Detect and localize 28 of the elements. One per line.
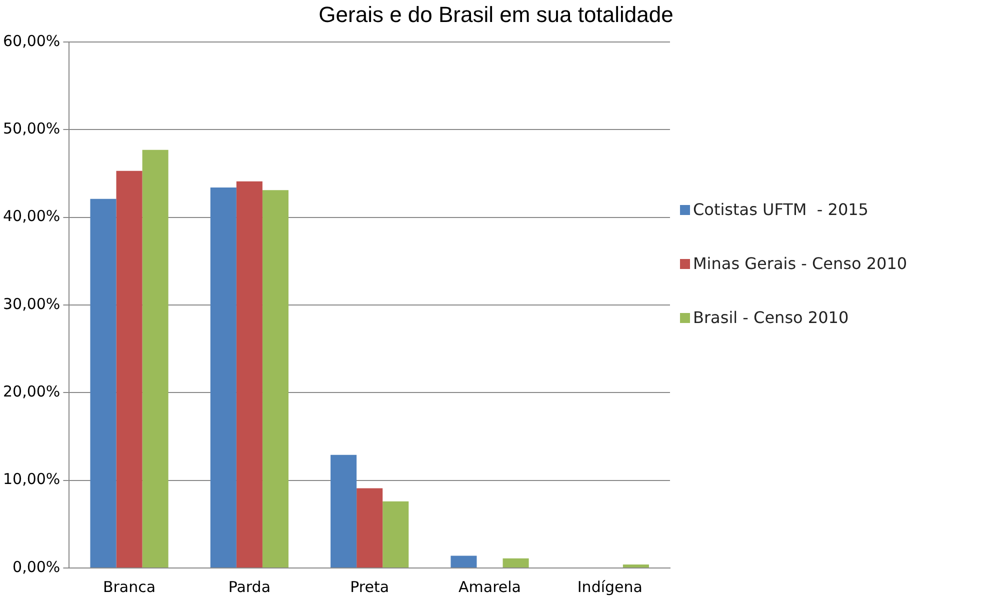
y-tick-label: 60,00% bbox=[2, 32, 60, 50]
y-tick-label: 40,00% bbox=[2, 207, 60, 226]
legend-label: Minas Gerais - Censo 2010 bbox=[693, 253, 908, 275]
bar bbox=[356, 488, 383, 568]
x-tick-label: Branca bbox=[102, 578, 156, 596]
bar bbox=[330, 454, 357, 568]
bar bbox=[116, 170, 142, 568]
y-tick-label: 50,00% bbox=[2, 120, 60, 138]
y-tick-label: 0,00% bbox=[12, 558, 60, 576]
legend-label: Cotistas UFTM - 2015 bbox=[693, 199, 868, 221]
bar bbox=[622, 564, 649, 568]
legend-label: Brasil - Censo 2010 bbox=[693, 307, 849, 329]
x-tick-label: Amarela bbox=[458, 578, 522, 596]
x-tick-label: Indígena bbox=[577, 578, 642, 596]
bar bbox=[450, 556, 477, 568]
x-tick-label: Parda bbox=[228, 578, 271, 596]
y-tick-label: 10,00% bbox=[2, 470, 60, 488]
bar bbox=[210, 188, 236, 568]
y-tick-label: 30,00% bbox=[2, 294, 60, 313]
chart-title: Gerais e do Brasil em sua totalidade bbox=[318, 2, 674, 28]
bar bbox=[142, 150, 168, 568]
x-tick-label: Preta bbox=[350, 578, 390, 596]
bar bbox=[90, 198, 116, 568]
bar bbox=[262, 190, 288, 568]
bar bbox=[382, 501, 409, 568]
bar bbox=[236, 181, 262, 568]
bar bbox=[502, 558, 529, 568]
y-tick-label: 20,00% bbox=[2, 382, 60, 401]
